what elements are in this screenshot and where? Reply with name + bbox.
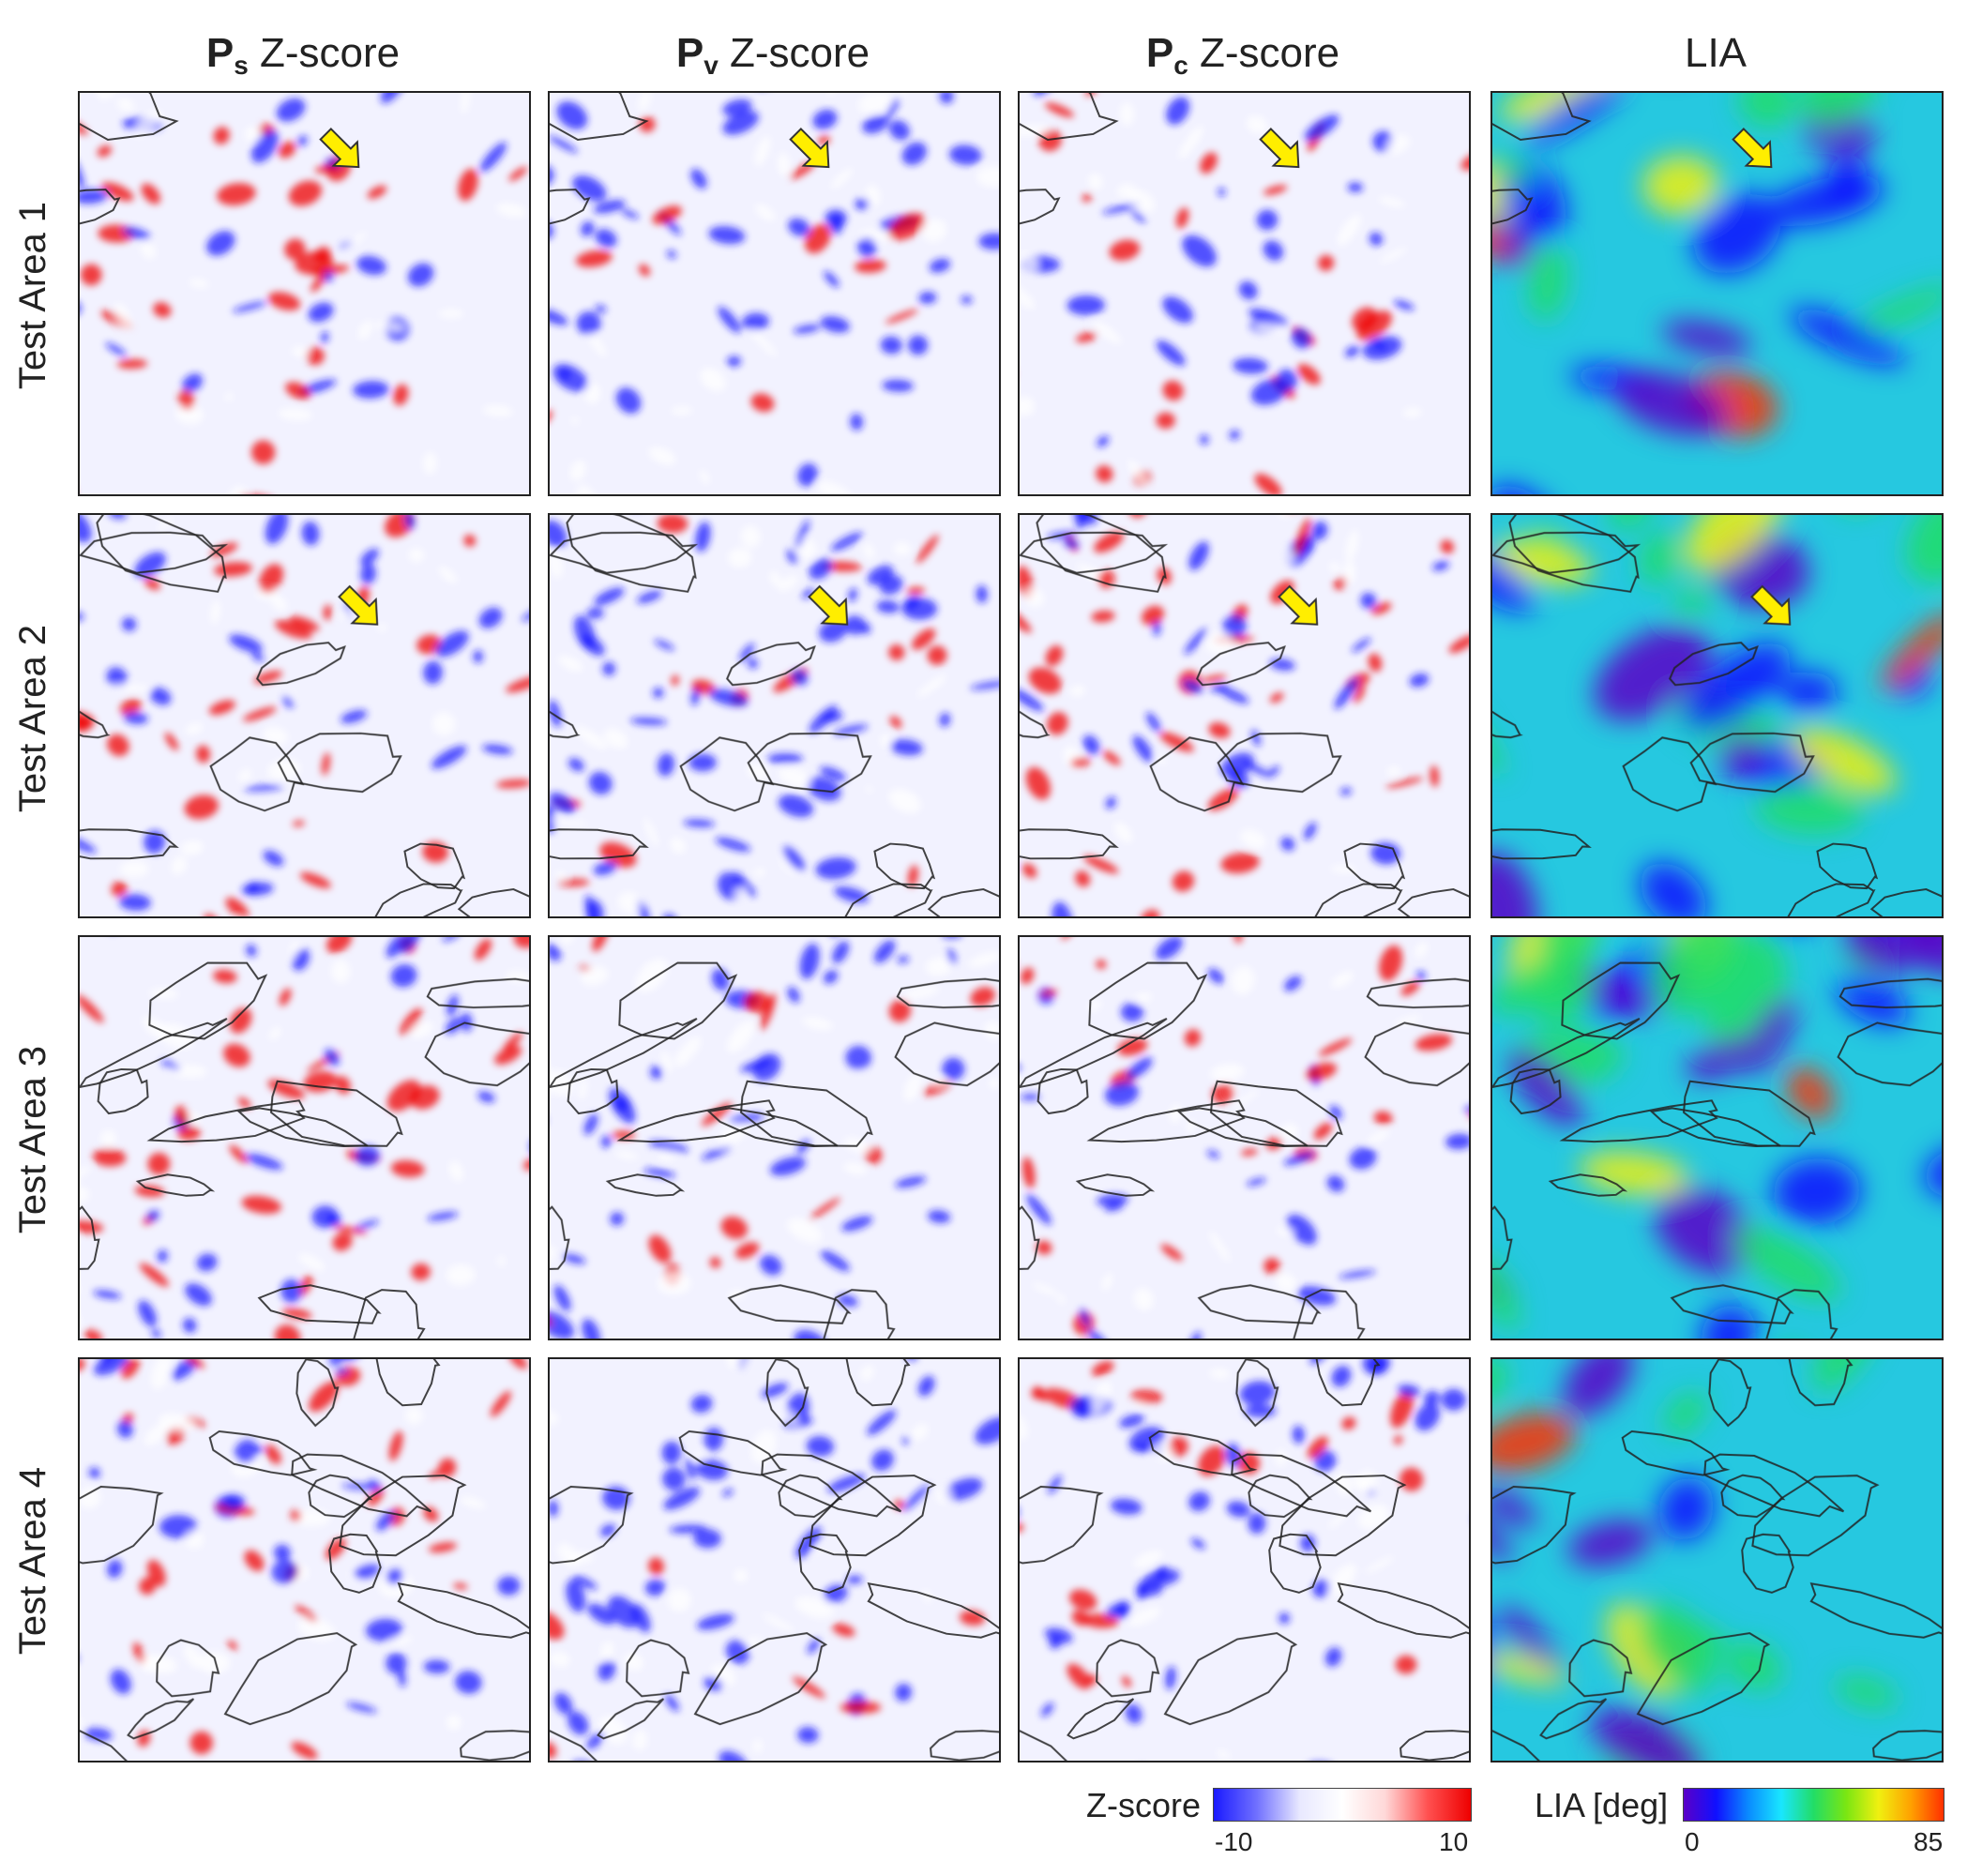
row-label-test-area-4: Test Area 4 <box>12 1466 53 1656</box>
panel-lia-area-4 <box>1490 1357 1944 1763</box>
column-title-ps: Ps Z-score <box>205 30 401 80</box>
panel-pv-area-4 <box>548 1357 1001 1763</box>
panel-ps-area-4 <box>78 1357 531 1763</box>
panel-ps-area-1 <box>78 91 531 496</box>
arrow-icon <box>338 584 379 626</box>
panel-lia-area-1 <box>1490 91 1944 496</box>
panel-pc-area-1 <box>1018 91 1471 496</box>
lia-min-tick: 0 <box>1685 1827 1700 1856</box>
zscore-max-tick: 10 <box>1439 1827 1469 1856</box>
zscore-min-tick: -10 <box>1215 1827 1253 1856</box>
panel-pc-area-4 <box>1018 1357 1471 1763</box>
lia-legend-label: LIA [deg] <box>1535 1786 1669 1824</box>
arrow-icon <box>319 128 360 169</box>
panel-lia-area-3 <box>1490 935 1944 1340</box>
arrow-icon <box>808 584 849 626</box>
arrow-icon <box>789 128 830 169</box>
panel-lia-area-2 <box>1490 513 1944 918</box>
row-label-test-area-3: Test Area 3 <box>12 1045 53 1234</box>
panel-ps-area-3 <box>78 935 531 1340</box>
arrow-icon <box>1278 584 1319 626</box>
column-title-pc: Pc Z-score <box>1145 30 1340 80</box>
panel-pv-area-1 <box>548 91 1001 496</box>
panel-pc-area-2 <box>1018 513 1471 918</box>
panel-pv-area-2 <box>548 513 1001 918</box>
lia-max-tick: 85 <box>1914 1827 1944 1856</box>
arrow-icon <box>1259 128 1300 169</box>
row-label-test-area-1: Test Area 1 <box>12 201 53 390</box>
zscore-colorbar <box>1213 1788 1472 1822</box>
arrow-icon <box>1732 128 1773 169</box>
panel-pv-area-3 <box>548 935 1001 1340</box>
lia-colorbar <box>1683 1788 1944 1822</box>
column-title-lia: LIA <box>1684 30 1748 76</box>
row-label-test-area-2: Test Area 2 <box>12 624 53 813</box>
zscore-legend-label: Z-score <box>1086 1786 1202 1824</box>
panel-ps-area-2 <box>78 513 531 918</box>
panel-pc-area-3 <box>1018 935 1471 1340</box>
arrow-icon <box>1750 584 1792 626</box>
column-title-pv: Pv Z-score <box>675 30 870 80</box>
